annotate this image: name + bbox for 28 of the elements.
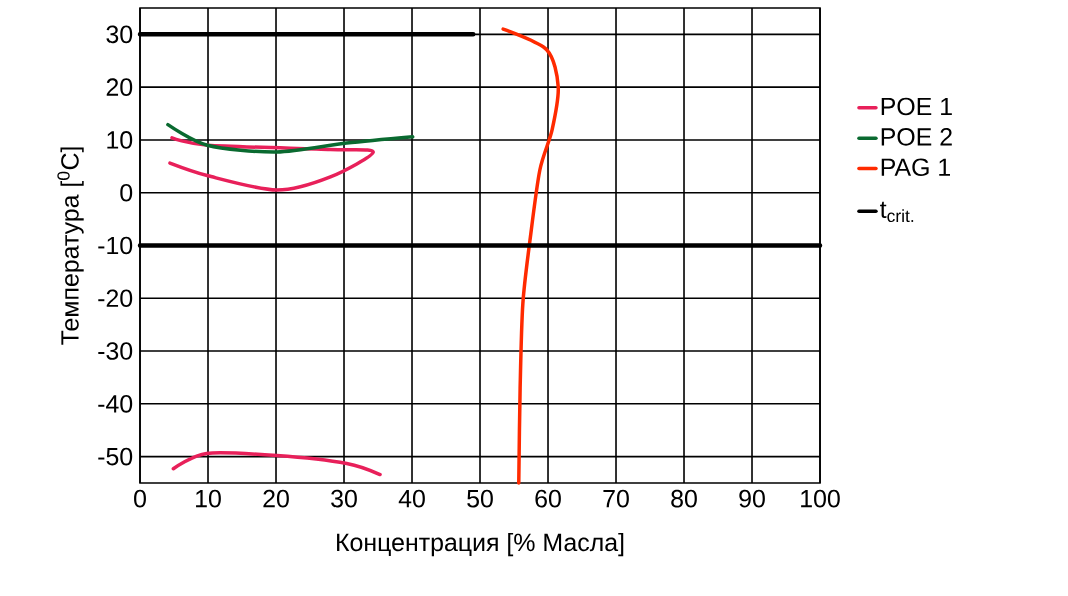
legend-label: POE 1 (881, 97, 952, 116)
y-tick-label: -40 (98, 395, 133, 413)
x-tick-label: 70 (603, 489, 629, 508)
legend-label: POE 2 (881, 128, 952, 146)
y-tick-label: -10 (98, 236, 133, 255)
x-tick-label: 100 (801, 489, 840, 508)
y-tick-label: -30 (98, 342, 133, 360)
y-tick-label: 10 (107, 131, 133, 149)
x-tick-label: 50 (467, 489, 493, 508)
x-tick-label: 80 (671, 489, 697, 508)
x-tick-label: 60 (535, 489, 561, 508)
y-tick-label: -50 (98, 447, 133, 466)
x-tick-label: 10 (196, 489, 221, 508)
x-tick-label: 0 (134, 489, 146, 508)
y-tick-label: 0 (120, 183, 133, 202)
line-series (166, 122, 415, 154)
legend-label: t$_{crit.}$ (880, 201, 914, 223)
x-tick-label: 30 (331, 489, 357, 508)
y-tick-label: 30 (106, 25, 133, 44)
y-tick-label: 20 (106, 78, 133, 96)
line-series (501, 27, 560, 485)
x-tick-label: 90 (739, 489, 765, 508)
x-tick-label: 40 (398, 489, 425, 508)
y-tick-label: -20 (98, 289, 133, 308)
y-axis-title: Температура [$^{0}$C] (57, 147, 84, 345)
x-tick-label: 20 (263, 489, 289, 508)
legend-label: PAG 1 (881, 158, 950, 177)
x-axis-title: Концентрация [% Масла] (337, 532, 624, 557)
